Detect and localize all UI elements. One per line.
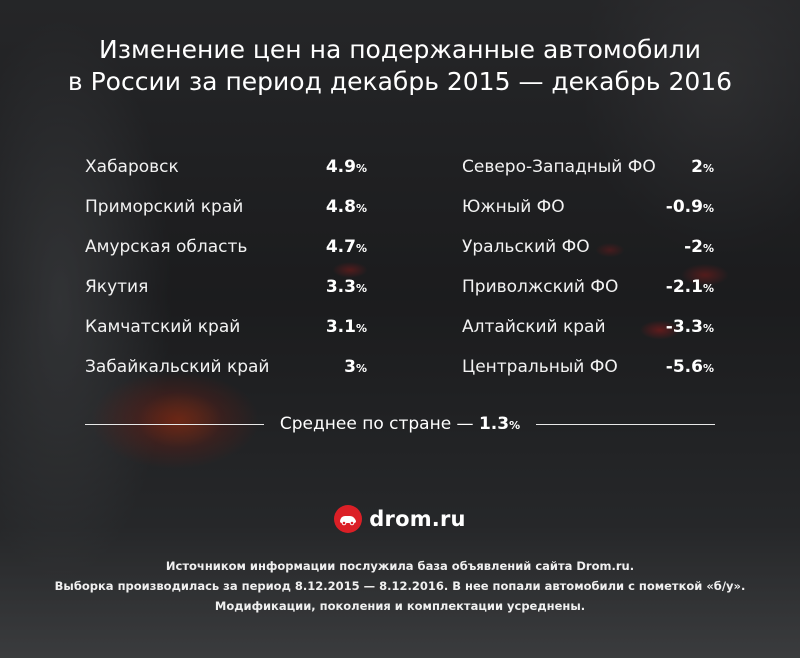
region-value: 4.9%: [325, 157, 367, 177]
region-row: Алтайский край -3.3%: [462, 310, 714, 350]
region-row: Южный ФО -0.9%: [462, 190, 714, 230]
region-name: Приволжский ФО: [462, 277, 619, 297]
region-name: Южный ФО: [462, 197, 565, 217]
divider-right: [536, 423, 716, 425]
footer-line-3: Модификации, поколения и комплектации ус…: [214, 599, 586, 613]
region-name: Центральный ФО: [462, 357, 618, 377]
region-name: Алтайский край: [462, 317, 606, 337]
region-value: 3%: [344, 357, 367, 377]
region-row: Забайкальский край 3%: [85, 350, 367, 390]
region-name: Уральский ФО: [462, 237, 590, 257]
region-row: Приволжский ФО -2.1%: [462, 270, 714, 310]
region-value: 3.3%: [325, 277, 367, 297]
region-value: -2.1%: [665, 277, 714, 297]
drom-logo: drom.ru: [0, 505, 800, 533]
region-value: -2%: [684, 237, 714, 257]
region-name: Северо-Западный ФО: [462, 157, 656, 177]
region-row: Хабаровск 4.9%: [85, 150, 367, 190]
region-row: Камчатский край 3.1%: [85, 310, 367, 350]
region-value: -5.6%: [665, 357, 714, 377]
average-value: 1.3%: [478, 414, 521, 434]
region-row: Приморский край 4.8%: [85, 190, 367, 230]
region-value: 4.7%: [325, 237, 367, 257]
footer-notes: Источником информации послужила база объ…: [0, 556, 800, 616]
right-region-list: Северо-Западный ФО 2% Южный ФО -0.9% Ура…: [462, 150, 714, 390]
region-name: Амурская область: [85, 237, 248, 257]
region-row: Амурская область 4.7%: [85, 230, 367, 270]
region-value: 2%: [691, 157, 714, 177]
region-value: 4.8%: [325, 197, 367, 217]
title-line-1: Изменение цен на подержанные автомобили: [99, 35, 701, 64]
footer-line-2: Выборка производилась за период 8.12.201…: [54, 579, 746, 593]
average-text: Среднее по стране — 1.3%: [264, 414, 536, 434]
left-region-list: Хабаровск 4.9% Приморский край 4.8% Амур…: [85, 150, 367, 390]
title-line-2: в России за период декабрь 2015 — декабр…: [67, 67, 733, 96]
region-name: Хабаровск: [85, 157, 179, 177]
region-name: Забайкальский край: [85, 357, 270, 377]
region-value: 3.1%: [325, 317, 367, 337]
country-average: Среднее по стране — 1.3%: [85, 414, 716, 434]
region-row: Центральный ФО -5.6%: [462, 350, 714, 390]
infographic-title: Изменение цен на подержанные автомобили …: [0, 34, 800, 98]
divider-left: [85, 423, 264, 425]
region-value: -3.3%: [665, 317, 714, 337]
region-row: Северо-Западный ФО 2%: [462, 150, 714, 190]
region-value: -0.9%: [665, 197, 714, 217]
region-row: Уральский ФО -2%: [462, 230, 714, 270]
region-name: Якутия: [85, 277, 149, 297]
region-name: Приморский край: [85, 197, 244, 217]
average-label: Среднее по стране —: [279, 414, 474, 434]
logo-text: drom.ru: [369, 507, 466, 531]
footer-line-1: Источником информации послужила база объ…: [165, 559, 635, 573]
drom-car-icon: [334, 505, 363, 533]
region-name: Камчатский край: [85, 317, 241, 337]
region-row: Якутия 3.3%: [85, 270, 367, 310]
